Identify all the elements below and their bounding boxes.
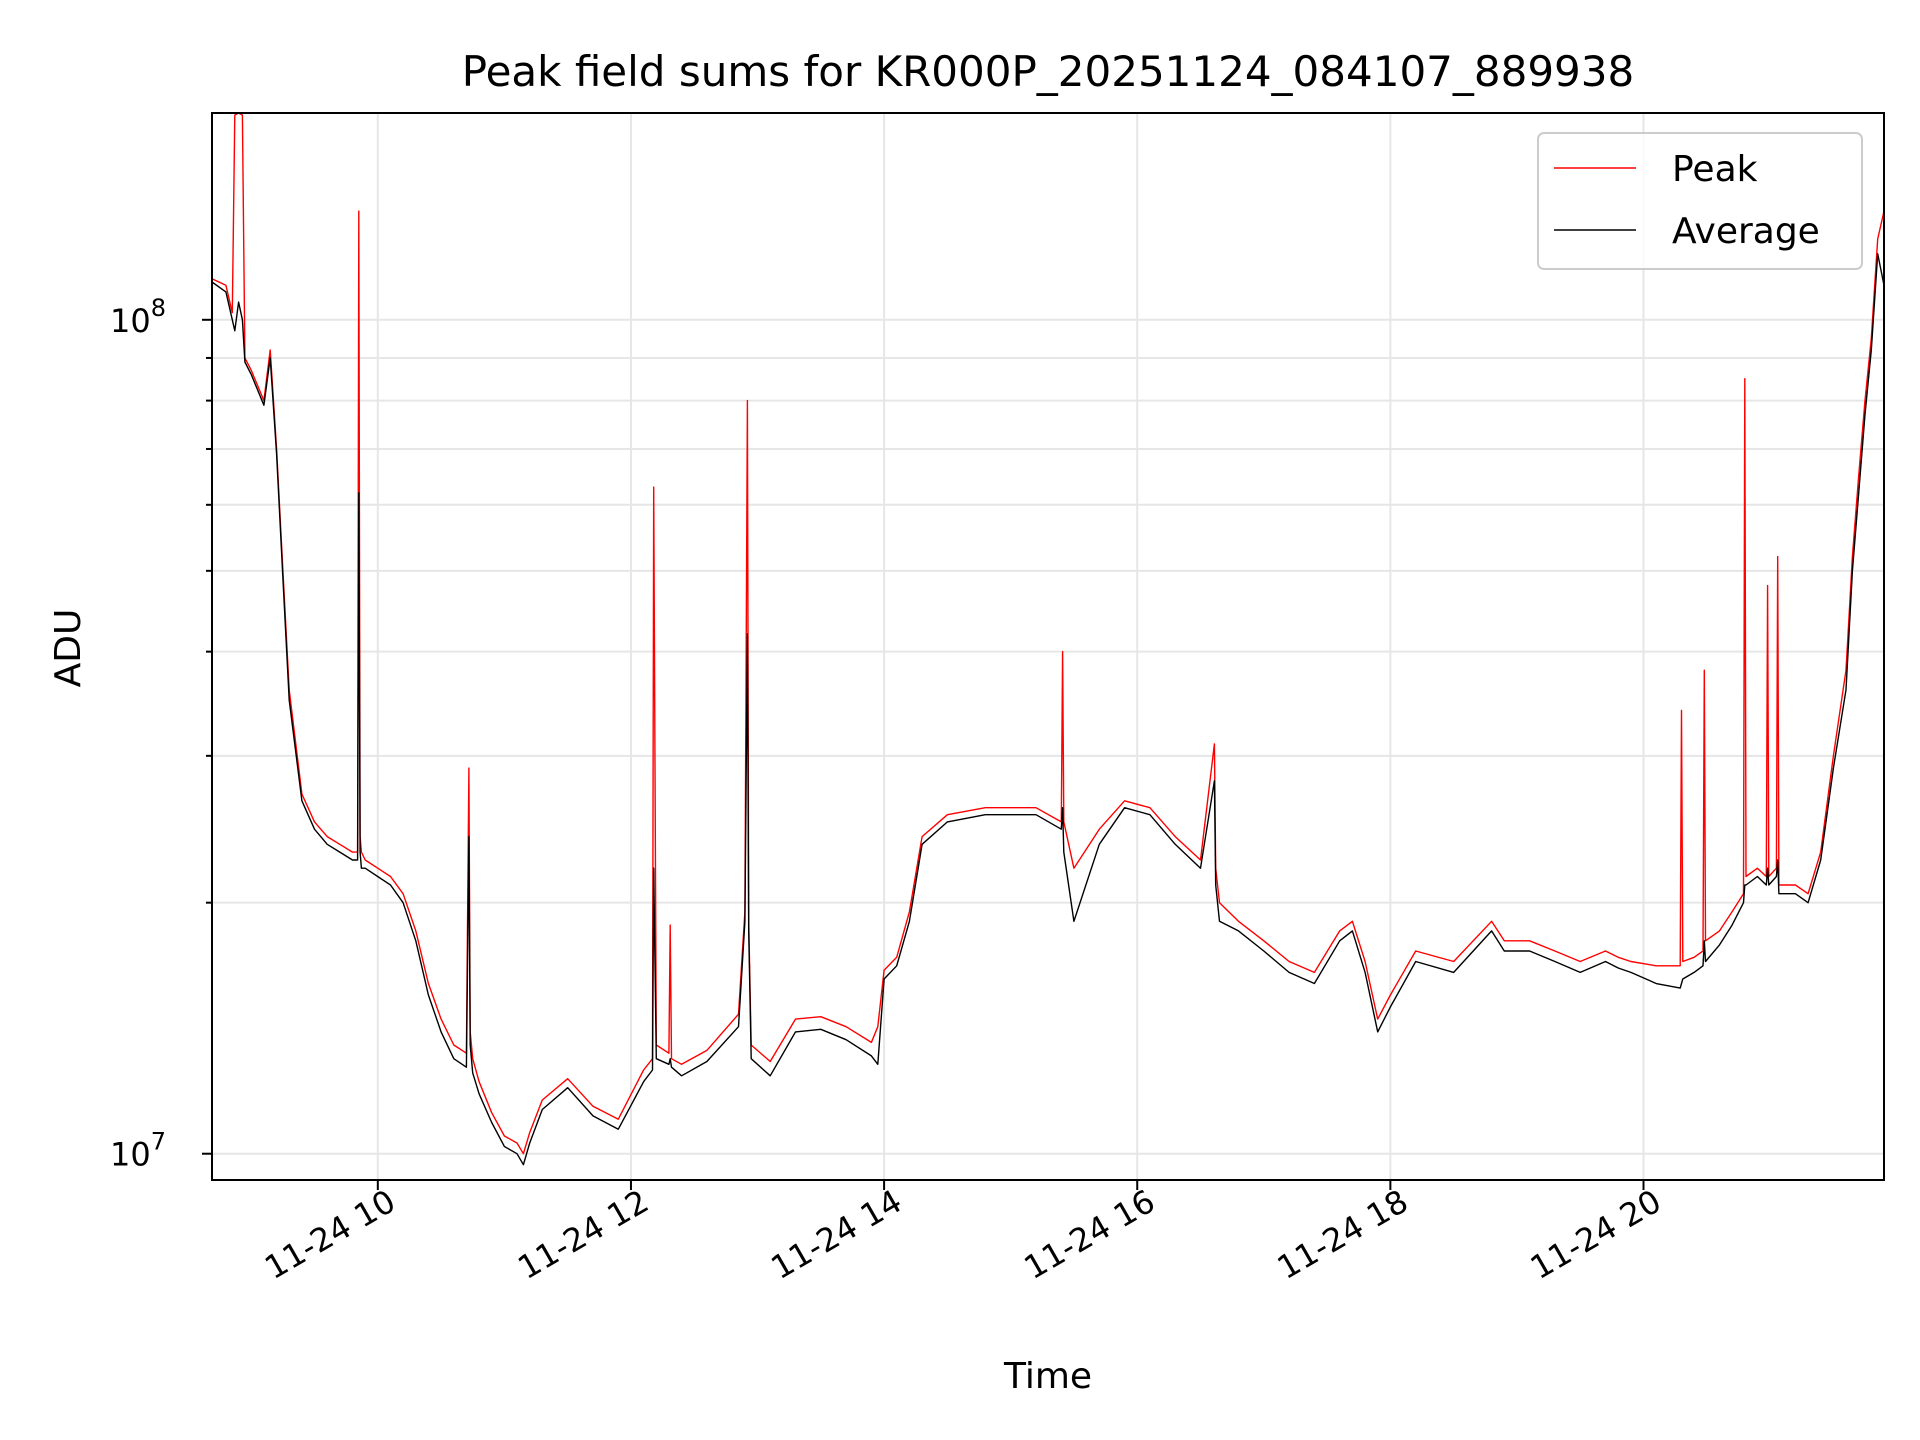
series-layer bbox=[211, 112, 1885, 1166]
plot-frame bbox=[211, 112, 1885, 1181]
legend-label-average: Average bbox=[1672, 211, 1820, 252]
y-tick-label: 108 bbox=[110, 294, 166, 340]
x-axis-label: Time bbox=[1003, 1356, 1092, 1397]
y-axis-label: ADU bbox=[48, 609, 89, 688]
series-line-peak bbox=[211, 112, 1885, 1155]
y-tick-label: 107 bbox=[110, 1128, 166, 1174]
legend-box bbox=[1537, 132, 1863, 270]
legend-label-peak: Peak bbox=[1672, 149, 1758, 190]
grid bbox=[212, 113, 1884, 1180]
y-tick-exponent: 8 bbox=[151, 294, 166, 322]
y-tick-base: 10 bbox=[110, 302, 151, 340]
y-tick-exponent: 7 bbox=[151, 1128, 166, 1156]
legend: Peak Average bbox=[1537, 132, 1863, 270]
chart-title: Peak field sums for KR000P_20251124_0841… bbox=[462, 47, 1634, 96]
y-tick-base: 10 bbox=[110, 1136, 151, 1174]
series-line-average bbox=[211, 253, 1885, 1166]
